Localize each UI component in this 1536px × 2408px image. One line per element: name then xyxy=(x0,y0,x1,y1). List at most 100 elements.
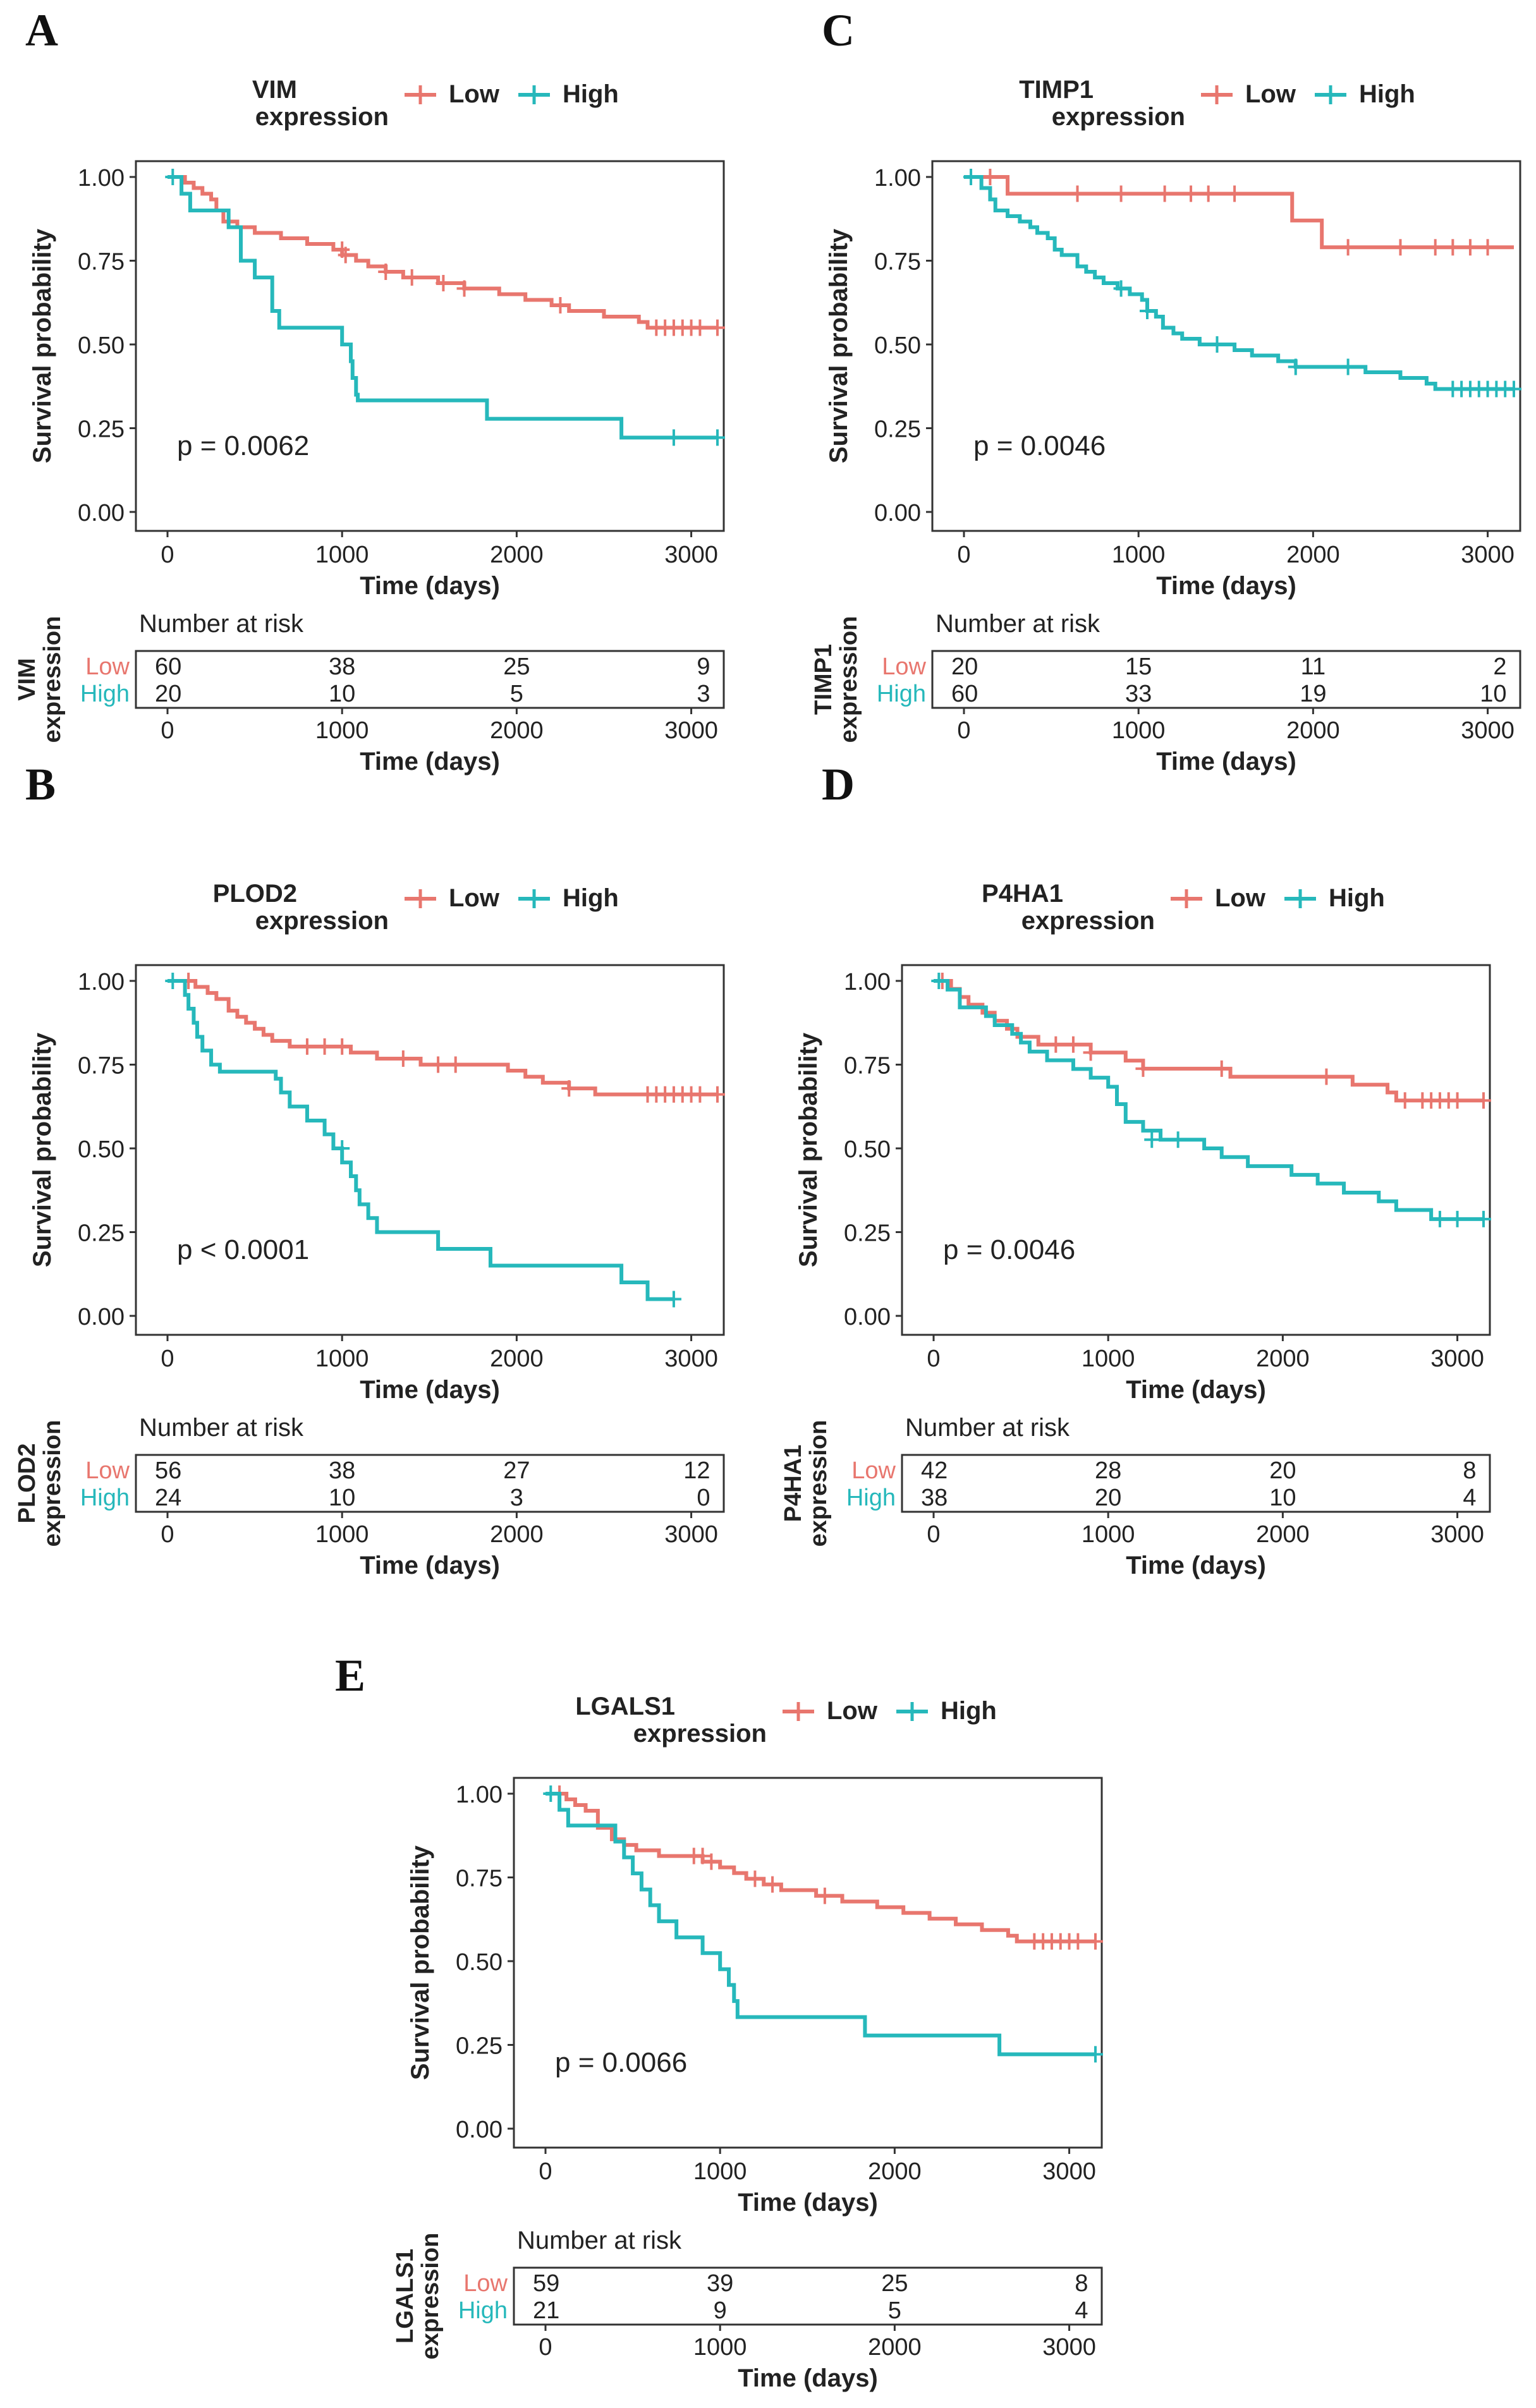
y-tick-label: 0.50 xyxy=(874,332,921,359)
risk-x-tick-label: 3000 xyxy=(1430,1521,1484,1548)
km-curve-high xyxy=(546,1792,1095,2057)
y-tick-label: 0.25 xyxy=(874,417,921,443)
y-axis-label: Survival probability xyxy=(28,1032,56,1267)
risk-ylabel-expression: expression xyxy=(417,2233,444,2360)
legend-low-label: Low xyxy=(449,884,500,912)
y-tick-label: 1.00 xyxy=(844,969,891,995)
x-tick-label: 0 xyxy=(957,542,970,568)
x-tick-label: 2000 xyxy=(1286,542,1340,568)
legend-low-label: Low xyxy=(1245,80,1296,108)
legend-title-gene: TIMP1 xyxy=(1019,76,1094,104)
risk-x-axis-label: Time (days) xyxy=(738,2364,878,2392)
risk-x-tick-label: 0 xyxy=(161,1521,174,1548)
risk-high-count: 3 xyxy=(697,681,710,707)
risk-low-count: 27 xyxy=(503,1457,530,1484)
p-value: p = 0.0046 xyxy=(943,1234,1075,1265)
panel-label-d: D xyxy=(822,759,855,810)
risk-low-label: Low xyxy=(85,654,130,680)
risk-low-label: Low xyxy=(463,2270,508,2297)
risk-high-label: High xyxy=(877,681,926,707)
risk-high-label: High xyxy=(846,1485,896,1511)
plot-frame xyxy=(135,160,725,532)
y-tick-label: 0.00 xyxy=(456,2117,503,2143)
legend-title-expression: expression xyxy=(255,103,389,131)
x-tick-label: 1000 xyxy=(315,1346,369,1372)
legend-title-expression: expression xyxy=(1021,907,1155,935)
legend-high-label: High xyxy=(1329,884,1385,912)
y-tick-label: 0.00 xyxy=(844,1304,891,1330)
risk-high-count: 3 xyxy=(510,1485,523,1511)
y-tick-label: 0.25 xyxy=(456,2033,503,2060)
y-tick-label: 0.50 xyxy=(78,1136,125,1163)
y-tick-label: 1.00 xyxy=(78,969,125,995)
x-axis-label: Time (days) xyxy=(1156,572,1296,600)
y-axis-label: Survival probability xyxy=(825,228,853,463)
risk-high-count: 10 xyxy=(329,681,355,707)
risk-ylabel-expression: expression xyxy=(805,1420,832,1547)
risk-low-count: 25 xyxy=(503,654,530,680)
x-tick-label: 1000 xyxy=(693,2158,747,2185)
risk-high-count: 4 xyxy=(1463,1485,1476,1511)
y-tick-label: 0.50 xyxy=(844,1136,891,1163)
risk-low-count: 12 xyxy=(683,1457,710,1484)
legend-title-expression: expression xyxy=(255,907,389,935)
risk-x-axis-label: Time (days) xyxy=(1156,748,1296,775)
risk-high-count: 19 xyxy=(1300,681,1326,707)
x-tick-label: 1000 xyxy=(1112,542,1166,568)
risk-low-count: 42 xyxy=(921,1457,948,1484)
risk-x-tick-label: 1000 xyxy=(315,1521,369,1548)
risk-x-tick-label: 0 xyxy=(957,717,970,744)
panel-label-c: C xyxy=(822,5,855,56)
risk-low-count: 25 xyxy=(881,2270,908,2297)
y-tick-label: 0.75 xyxy=(78,1053,125,1079)
p-value: p = 0.0066 xyxy=(555,2047,687,2078)
risk-low-count: 20 xyxy=(1269,1457,1296,1484)
legend-low-label: Low xyxy=(449,80,500,108)
risk-x-tick-label: 1000 xyxy=(315,717,369,744)
risk-x-tick-label: 2000 xyxy=(490,717,544,744)
risk-x-tick-label: 2000 xyxy=(1256,1521,1310,1548)
risk-high-count: 10 xyxy=(1269,1485,1296,1511)
legend-title-gene: VIM xyxy=(252,76,297,104)
risk-high-count: 21 xyxy=(533,2297,559,2324)
y-axis-label: Survival probability xyxy=(795,1032,822,1267)
risk-low-count: 2 xyxy=(1493,654,1506,680)
y-tick-label: 0.25 xyxy=(844,1220,891,1247)
x-tick-label: 3000 xyxy=(664,1346,718,1372)
risk-ylabel-gene: PLOD2 xyxy=(14,1444,40,1524)
risk-low-count: 8 xyxy=(1075,2270,1088,2297)
panel-label-e: E xyxy=(335,1650,365,1701)
risk-table-title: Number at risk xyxy=(936,610,1100,638)
legend-title-expression: expression xyxy=(1052,103,1185,131)
x-tick-label: 2000 xyxy=(868,2158,922,2185)
risk-high-count: 9 xyxy=(714,2297,727,2324)
risk-x-tick-label: 0 xyxy=(161,717,174,744)
risk-ylabel-expression: expression xyxy=(39,616,66,743)
p-value: p = 0.0062 xyxy=(177,430,309,461)
risk-x-tick-label: 3000 xyxy=(1042,2334,1096,2361)
x-axis-label: Time (days) xyxy=(738,2189,878,2216)
risk-high-count: 5 xyxy=(510,681,523,707)
y-tick-label: 0.00 xyxy=(874,500,921,526)
p-value: p < 0.0001 xyxy=(177,1234,309,1265)
risk-low-label: Low xyxy=(882,654,926,680)
km-curve-high xyxy=(168,175,717,440)
x-tick-label: 0 xyxy=(927,1346,940,1372)
risk-high-count: 33 xyxy=(1125,681,1152,707)
legend-title-gene: PLOD2 xyxy=(213,880,297,908)
risk-x-tick-label: 2000 xyxy=(490,1521,544,1548)
risk-x-axis-label: Time (days) xyxy=(360,748,500,775)
risk-low-count: 9 xyxy=(697,654,710,680)
legend-high-label: High xyxy=(563,884,619,912)
x-tick-label: 3000 xyxy=(1461,542,1515,568)
km-curve-high xyxy=(168,979,674,1301)
risk-low-count: 28 xyxy=(1095,1457,1121,1484)
y-tick-label: 1.00 xyxy=(456,1782,503,1808)
risk-ylabel-gene: LGALS1 xyxy=(392,2249,418,2344)
risk-high-count: 10 xyxy=(329,1485,355,1511)
risk-high-count: 10 xyxy=(1480,681,1506,707)
risk-table-frame xyxy=(901,1454,1491,1513)
risk-x-tick-label: 1000 xyxy=(693,2334,747,2361)
km-curve-low xyxy=(964,175,1514,250)
